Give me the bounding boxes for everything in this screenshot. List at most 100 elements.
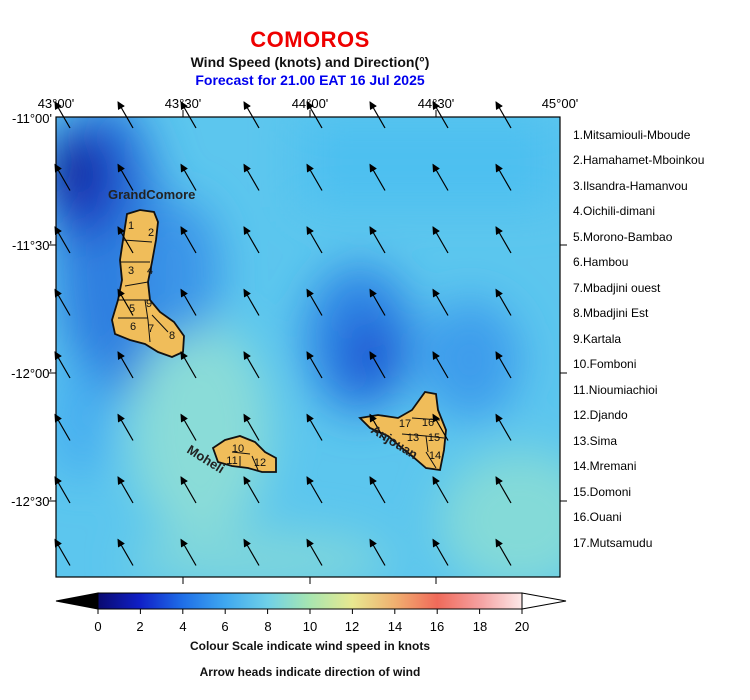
wind-arrow [306, 163, 323, 191]
region-legend-item: 3.Ilsandra-Hamanvou [573, 179, 688, 193]
region-legend-item: 16.Ouani [573, 510, 622, 524]
region-number: 2 [148, 227, 154, 239]
colorbar-tick: 16 [429, 619, 445, 634]
wind-arrow [54, 538, 71, 566]
region-legend-item: 11.Nioumiachioi [573, 383, 658, 397]
wind-arrow [432, 288, 449, 316]
wind-arrow [495, 413, 512, 441]
wind-arrow [180, 288, 197, 316]
region-number: 12 [254, 457, 266, 469]
map-frame [49, 110, 567, 584]
region-legend-item: 15.Domoni [573, 485, 632, 499]
wind-arrow [243, 413, 260, 441]
wind-arrow [369, 538, 386, 566]
region-legend-item: 9.Kartala [573, 332, 622, 346]
region-legend-item: 4.Oichili-dimani [573, 204, 656, 218]
colorbar-tick: 18 [472, 619, 488, 634]
region-legend-item: 14.Mremani [573, 459, 637, 473]
region-legend-item: 7.Mbadjini ouest [573, 281, 661, 295]
region-legend-item: 6.Hambou [573, 255, 629, 269]
moheli-island [211, 435, 277, 473]
wind-arrow [117, 163, 134, 191]
wind-arrow [117, 351, 134, 379]
wind-arrow [117, 476, 134, 504]
wind-arrow [369, 101, 386, 129]
wind-arrow [243, 538, 260, 566]
region-legend-item: 5.Morono-Bambao [573, 230, 673, 244]
wind-arrow [306, 413, 323, 441]
wind-arrow [117, 413, 134, 441]
region-number: 9 [146, 298, 152, 310]
colorbar-tick: 14 [387, 619, 403, 634]
wind-arrow [54, 101, 71, 129]
region-number: 7 [148, 323, 154, 335]
wind-arrow [180, 413, 197, 441]
anjouan-island [358, 391, 447, 472]
wind-arrow [180, 226, 197, 254]
wind-arrow [306, 101, 323, 129]
wind-arrow [495, 163, 512, 191]
region-legend-item: 17.Mutsamudu [573, 536, 653, 550]
region-number: 15 [428, 432, 440, 444]
forecast-time: Forecast for 21.00 EAT 16 Jul 2025 [195, 72, 425, 88]
region-legend-item: 13.Sima [573, 434, 618, 448]
wind-arrow [306, 351, 323, 379]
region-number: 8 [169, 330, 175, 342]
region-number: 13 [407, 432, 419, 444]
wind-arrow [495, 538, 512, 566]
wind-arrow [243, 101, 260, 129]
lat-label: -12°00' [11, 366, 52, 381]
map-title: COMOROS [250, 27, 370, 52]
wind-arrow [54, 351, 71, 379]
map-subtitle: Wind Speed (knots) and Direction(°) [190, 54, 430, 70]
colorbar [55, 592, 567, 614]
lat-label: -11°00' [12, 111, 52, 126]
wind-arrow [243, 288, 260, 316]
lon-label: 45°00' [541, 96, 579, 111]
wind-arrows [54, 101, 512, 566]
wind-speed-field [56, 117, 560, 577]
wind-arrow [306, 476, 323, 504]
region-number: 4 [147, 265, 153, 277]
colorbar-tick: 0 [94, 619, 102, 634]
wind-arrow [369, 413, 386, 441]
wind-arrow [432, 476, 449, 504]
colorbar-tick: 2 [136, 619, 144, 634]
region-number: 11 [226, 455, 237, 467]
wind-arrow [54, 163, 71, 191]
wind-arrow [495, 351, 512, 379]
wind-arrow [495, 476, 512, 504]
region-number: 17 [399, 418, 411, 430]
wind-arrow [495, 288, 512, 316]
wind-arrow [369, 163, 386, 191]
grand-comore-label: GrandComore [108, 187, 195, 202]
wind-arrow [54, 288, 71, 316]
wind-arrow [117, 538, 134, 566]
wind-arrow [117, 288, 134, 316]
colorbar-caption: Colour Scale indicate wind speed in knot… [189, 639, 431, 653]
lat-label: -11°30' [12, 238, 52, 253]
wind-arrow [180, 476, 197, 504]
region-number: 3 [128, 265, 134, 277]
region-number: 5 [129, 303, 135, 315]
wind-arrow [243, 476, 260, 504]
wind-arrow [243, 163, 260, 191]
wind-arrow [243, 351, 260, 379]
wind-arrow [54, 476, 71, 504]
colorbar-tick: 12 [344, 619, 360, 634]
colorbar-tick: 10 [302, 619, 318, 634]
region-legend-item: 10.Fomboni [573, 357, 637, 371]
colorbar-tick: 8 [264, 619, 272, 634]
wind-arrow [54, 413, 71, 441]
region-number: 6 [130, 321, 136, 333]
wind-arrow [306, 288, 323, 316]
wind-arrow [306, 538, 323, 566]
wind-arrow [180, 101, 197, 129]
wind-arrow [495, 101, 512, 129]
region-number: 1 [128, 220, 134, 232]
region-legend-item: 1.Mitsamiouli-Mboude [573, 128, 691, 142]
region-number: 14 [429, 450, 441, 462]
region-legend-item: 2.Hamahamet-Mboinkou [573, 153, 705, 167]
colorbar-tick: 20 [514, 619, 530, 634]
region-number: 10 [232, 443, 244, 455]
